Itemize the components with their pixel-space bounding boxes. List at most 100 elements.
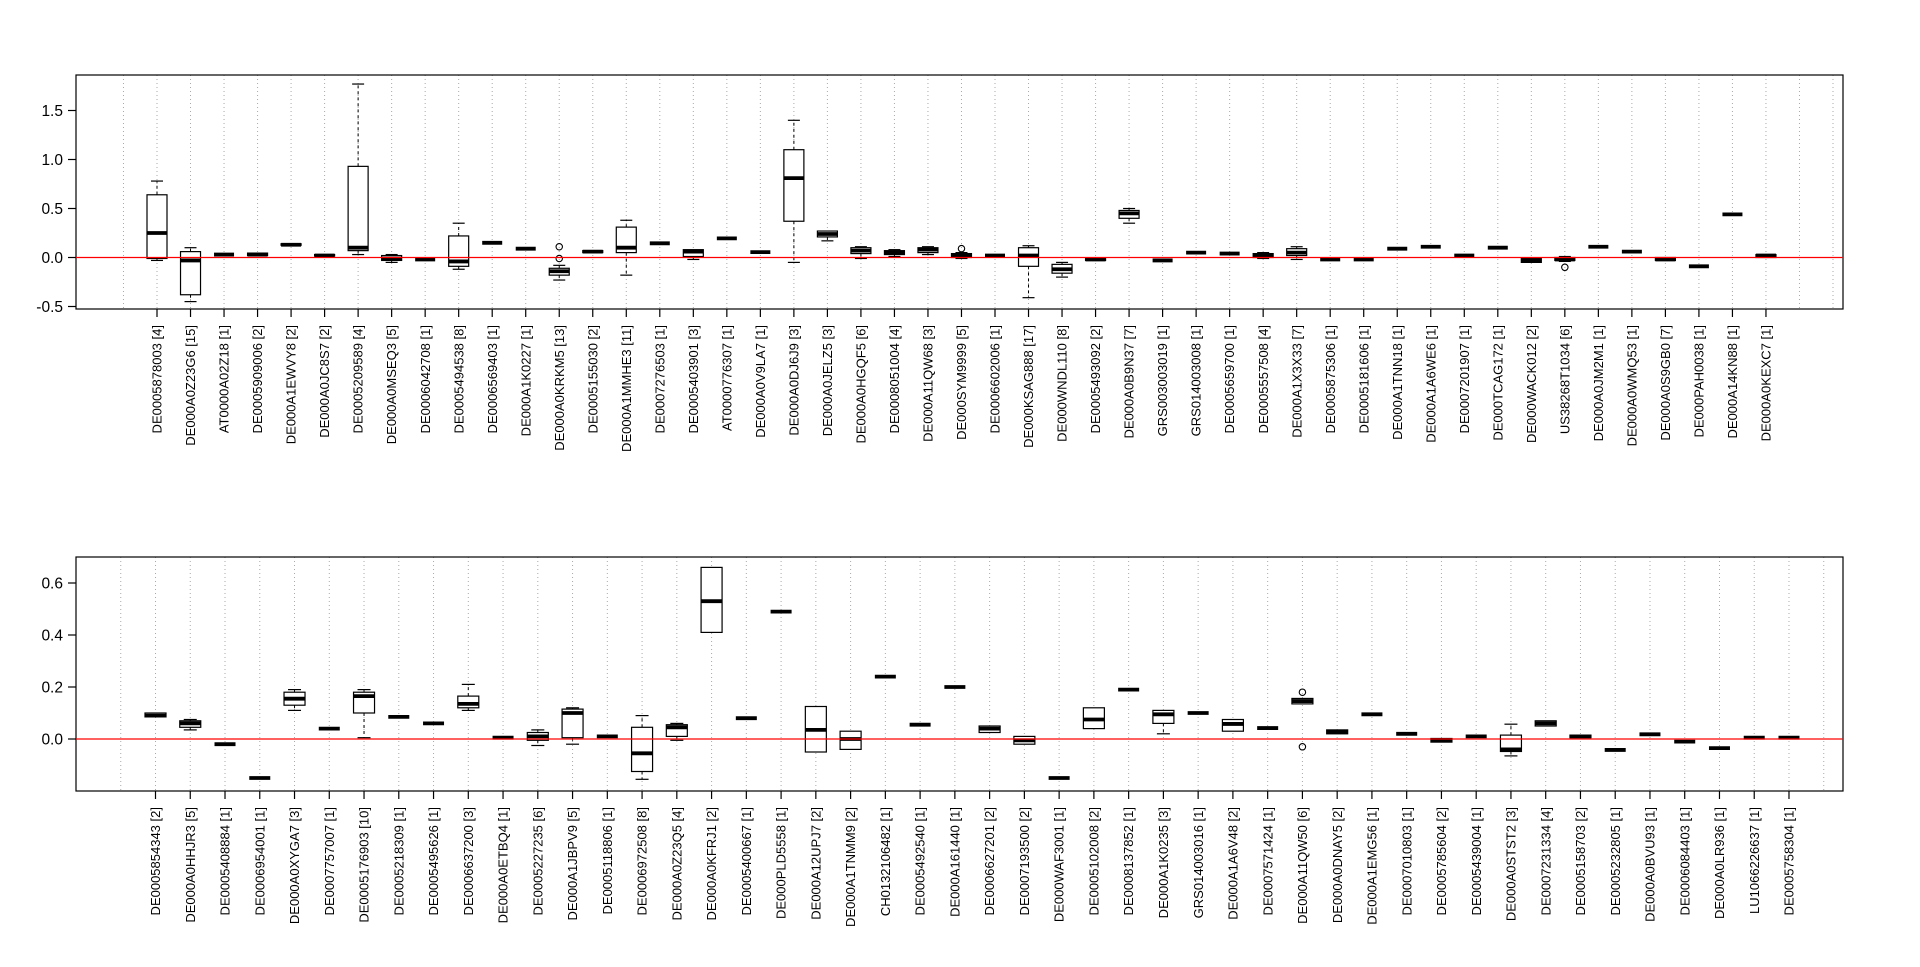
x-tick-label: DE0005403901 [3] xyxy=(686,325,701,433)
x-tick-label: DE0007193500 [2] xyxy=(1017,807,1032,915)
x-tick-label: DE0005494538 [8] xyxy=(451,325,466,433)
outlier-point xyxy=(555,242,563,251)
y-tick-label: 0.0 xyxy=(41,732,63,749)
plot-frame xyxy=(75,556,1844,792)
x-tick-label: DE000PLD5558 [1] xyxy=(774,807,789,919)
box-group xyxy=(1534,720,1557,727)
box-group xyxy=(1554,255,1576,272)
box-group xyxy=(526,729,549,747)
x-tick-label: DE000TCAG172 [1] xyxy=(1490,325,1505,441)
x-tick-label: DE000A0Z23G6 [15] xyxy=(183,325,198,446)
x-tick-label: DE000A0STST2 [3] xyxy=(1504,807,1519,921)
x-tick-label: GRS003003019 [1] xyxy=(1155,325,1170,436)
box-group xyxy=(448,222,470,270)
box-group xyxy=(1499,723,1523,757)
x-tick-label: DE000A0BVU93 [1] xyxy=(1643,807,1658,922)
box xyxy=(630,726,654,773)
x-tick-label: DE000A0JELZ5 [3] xyxy=(820,325,835,436)
x-tick-label: DE000A0V9LA7 [1] xyxy=(753,325,768,438)
box xyxy=(1152,709,1175,725)
x-tick-label: DE0008137852 [1] xyxy=(1121,807,1136,915)
box-group xyxy=(783,119,805,263)
x-tick-label: DE0005218309 [1] xyxy=(391,807,406,915)
box-group xyxy=(283,688,306,712)
x-tick-label: CH0132106482 [1] xyxy=(878,807,893,916)
x-tick-label: DE0005878003 [4] xyxy=(150,325,165,433)
box-group xyxy=(381,253,403,263)
box-group xyxy=(457,683,480,712)
x-tick-label: DE0006954001 [1] xyxy=(252,807,267,915)
x-tick-label: DE0005557508 [4] xyxy=(1256,325,1271,433)
x-tick-label: DE0006637200 [3] xyxy=(461,807,476,915)
x-tick-label: DE000A161440 [1] xyxy=(947,807,962,917)
x-tick-label: DE000A0HHJR3 [5] xyxy=(183,807,198,923)
box-group xyxy=(561,707,584,745)
box-group xyxy=(1520,257,1542,264)
x-tick-label: DE0007571424 [1] xyxy=(1260,807,1275,915)
bottom-boxplot-panel: 0.6 0.4 0.2 0.0 DE0005854343 [2] DE000A0HHJR3… xyxy=(41,556,1844,927)
x-tick-label: DE000A11QW68 [3] xyxy=(921,325,936,442)
x-tick-label: DE0005408884 [1] xyxy=(218,807,233,915)
box-group xyxy=(352,688,376,739)
x-tick-label: DE0005785604 [2] xyxy=(1434,807,1449,915)
box-group xyxy=(548,242,570,281)
plot-frame xyxy=(75,74,1844,310)
y-tick-label: 0.2 xyxy=(41,680,63,697)
box xyxy=(347,165,369,252)
x-tick-label: DE0005493092 [2] xyxy=(1088,325,1103,433)
x-tick-label: DE0007757007 [1] xyxy=(322,807,337,915)
x-tick-label: DE0005209589 [4] xyxy=(351,325,366,433)
y-tick-label: -0.5 xyxy=(36,299,63,316)
box xyxy=(457,695,480,709)
box-group xyxy=(179,718,202,731)
x-tick-label: DE000A0KRKM5 [13] xyxy=(552,325,567,451)
box-group xyxy=(146,180,168,262)
x-tick-label: DE0007276503 [1] xyxy=(652,325,667,433)
box-group xyxy=(917,246,939,256)
y-tick-label: 0.4 xyxy=(41,628,63,645)
x-tick-label: DE000A1A6V48 [2] xyxy=(1226,807,1241,920)
x-tick-label: DE0006042708 [1] xyxy=(418,325,433,433)
x-tick-label: DE000A1JBPV9 [5] xyxy=(565,807,580,920)
box-group xyxy=(179,247,202,303)
box-group xyxy=(883,249,906,258)
x-tick-label: DE0005400667 [1] xyxy=(739,807,754,915)
box-group xyxy=(347,83,369,256)
x-tick-label: DE000WAF3001 [1] xyxy=(1052,807,1067,922)
top-boxplot-panel: 1.5 1.0 0.5 0.0 -0.5 DE0005878003 [4] DE000A0Z… xyxy=(36,74,1844,452)
box-group xyxy=(1286,246,1308,261)
x-tick-label: DE000KSAG888 [17] xyxy=(1021,325,1036,448)
box-group xyxy=(144,712,167,718)
outlier-point xyxy=(555,254,563,263)
x-tick-label: DE000A1MMHE3 [11] xyxy=(619,325,634,452)
x-tick-label: DE000A1K0227 [1] xyxy=(518,325,533,436)
x-tick-label: GRS014003008 [1] xyxy=(1189,325,1204,436)
x-tick-label: DE000A0B9N37 [7] xyxy=(1122,325,1137,438)
x-tick-label: DE0007201907 [1] xyxy=(1457,325,1472,433)
box-group xyxy=(280,242,302,247)
x-tick-label: DE000A0JC8S7 [2] xyxy=(317,325,332,438)
box-group xyxy=(816,230,839,242)
x-tick-label: DE000A0XYGA7 [3] xyxy=(287,807,302,924)
x-tick-label: DE0005158703 [2] xyxy=(1573,807,1588,915)
box-group xyxy=(314,253,336,258)
box-group xyxy=(665,722,688,741)
x-tick-label: DE000A0JM2M1 [1] xyxy=(1591,325,1606,441)
box xyxy=(146,194,168,260)
box-group xyxy=(978,725,1001,734)
box-group xyxy=(1084,257,1107,262)
x-tick-label: DE0005102008 [2] xyxy=(1086,807,1101,915)
x-tick-label: DE0005176903 [10] xyxy=(357,807,372,923)
x-tick-label: DE000WNDL110 [8] xyxy=(1055,325,1070,442)
x-tick-label: DE0006627201 [2] xyxy=(982,807,997,915)
box-group xyxy=(1051,261,1073,278)
x-tick-label: DE0005909006 [2] xyxy=(250,325,265,433)
x-tick-label: DE0006602006 [1] xyxy=(988,325,1003,433)
box-group xyxy=(1221,718,1245,732)
box-group xyxy=(1118,207,1140,224)
x-tick-label: DE000A0MSEQ3 [5] xyxy=(384,325,399,444)
box-group xyxy=(615,219,637,276)
x-tick-label: DE0005181606 [1] xyxy=(1356,325,1371,433)
